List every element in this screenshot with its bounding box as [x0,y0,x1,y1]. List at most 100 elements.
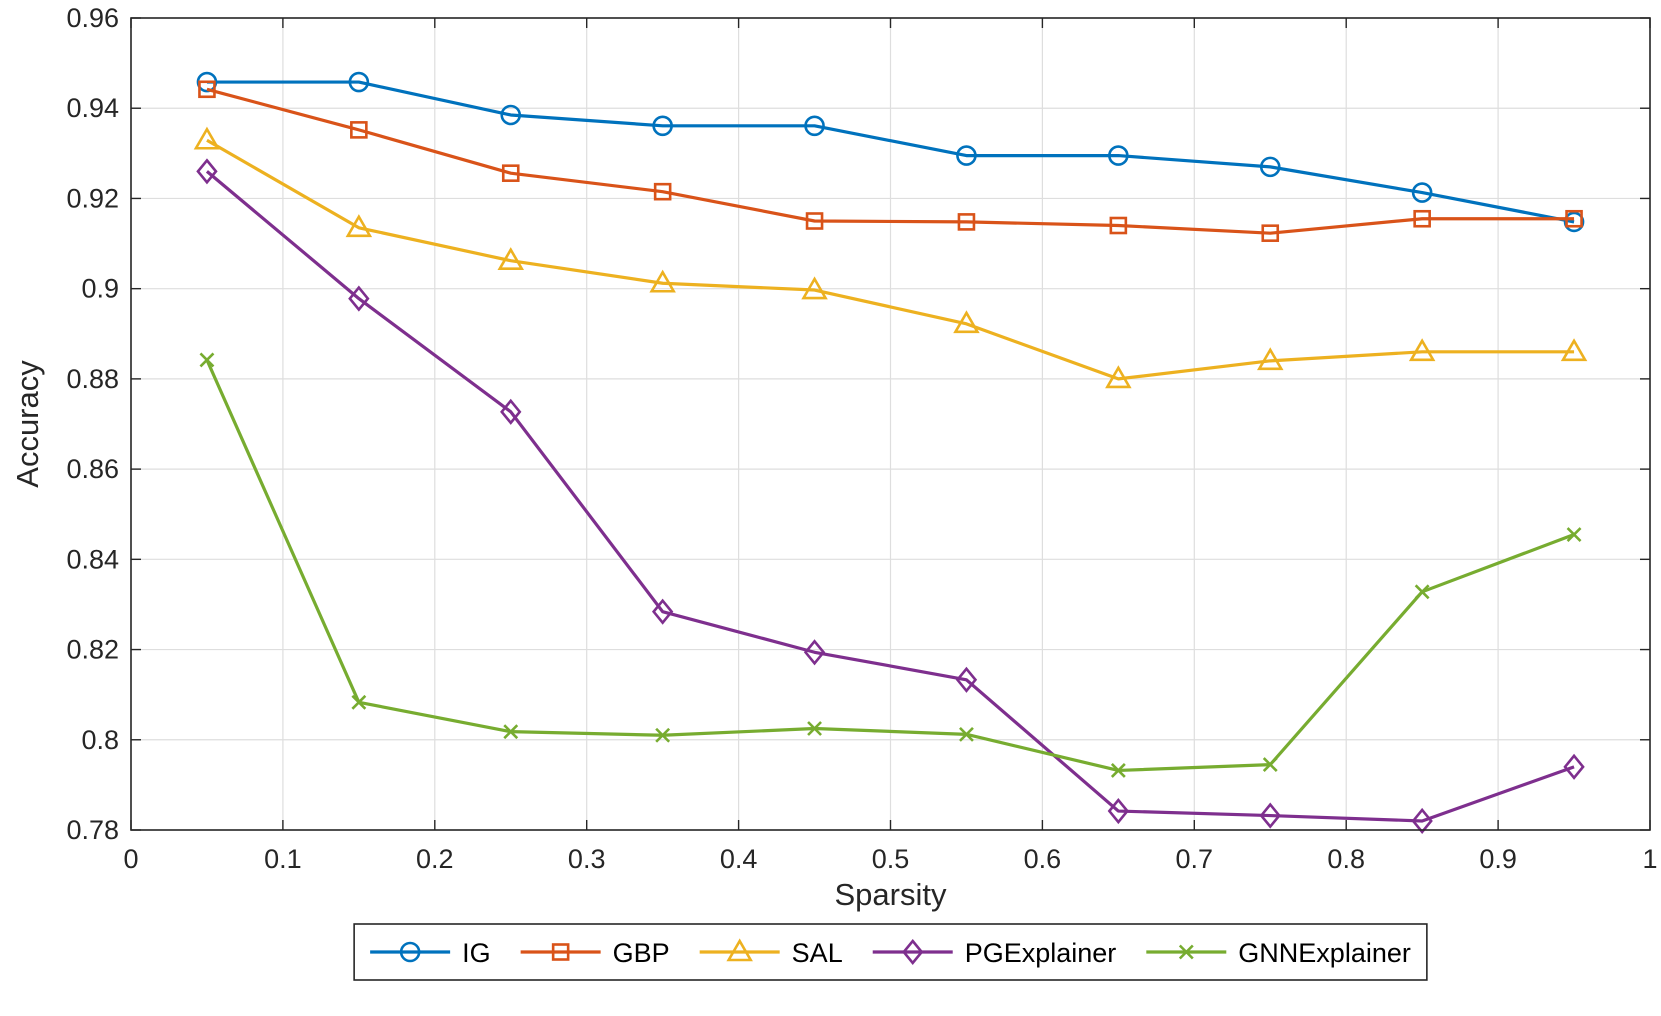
data-point-pgexplainer [803,639,826,666]
data-point-ig [196,71,218,93]
data-point-pgexplainer [1563,753,1585,780]
x-tick-label: 0.4 [720,844,758,874]
data-point-gbp [805,212,824,230]
data-point-ig [1411,182,1433,203]
data-point-pgexplainer [196,158,218,185]
data-point-gbp [1565,209,1583,228]
data-point-pgexplainer [1107,798,1130,825]
data-point-gnnexplainer [503,724,519,740]
data-point-ig [1259,156,1281,178]
data-point-gbp [957,213,976,231]
data-point-gnnexplainer [959,726,974,742]
y-tick-label: 0.9 [81,274,119,304]
y-tick-label: 0.94 [66,93,119,123]
data-point-gnnexplainer [655,727,671,743]
legend-item-gnnexplainer: GNNExplainer [1146,938,1411,968]
data-point-gbp [1261,224,1280,242]
legend: IG GBP SAL PGExplainer GNNExplainer [353,923,1428,981]
y-tick-label: 0.92 [66,183,119,213]
data-point-ig [1563,211,1585,233]
data-point-pgexplainer [500,398,522,425]
y-tick-label: 0.82 [66,635,119,665]
series-line-gbp [206,87,1575,235]
data-point-gnnexplainer [199,352,215,368]
data-point-gbp [653,182,672,201]
data-point-pgexplainer [1259,802,1281,829]
data-point-sal [1105,365,1132,389]
x-tick-label: 0.8 [1327,844,1365,874]
data-point-sal [801,276,828,300]
data-point-ig [1108,145,1129,166]
series-line-sal [206,138,1575,381]
legend-label-ig: IG [462,938,491,968]
legend-marker-sal [726,938,753,962]
legend-label-pgexplainer: PGExplainer [965,938,1117,968]
legend-label-sal: SAL [792,938,843,968]
x-tick-label: 0.9 [1479,844,1517,874]
data-point-sal [1408,338,1436,362]
series-gbp [198,80,1583,242]
x-axis-tick-labels: 0 0.1 0.2 0.3 0.4 0.5 0.6 0.7 0.8 0.9 1 [123,844,1657,874]
legend-marker-ig [399,941,421,963]
data-point-gnnexplainer [1414,584,1430,600]
axis-ticks [130,17,1651,831]
series-gnnexplainer [199,352,1582,778]
legend-marker-gnnexplainer [1178,944,1194,960]
x-tick-label: 0.6 [1024,844,1062,874]
data-point-pgexplainer [348,285,370,312]
series-line-pgexplainer [205,170,1575,823]
x-tick-label: 0.7 [1176,844,1214,874]
data-point-sal [953,310,980,334]
x-tick-label: 1 [1642,844,1657,874]
legend-label-gbp: GBP [613,938,670,968]
data-point-ig [500,104,522,126]
plot-area [130,17,1651,835]
data-point-gbp [501,164,520,182]
data-point-gnnexplainer [351,694,367,710]
data-point-ig [348,71,370,93]
legend-item-pgexplainer: PGExplainer [872,938,1117,968]
y-tick-label: 0.86 [66,454,119,484]
data-point-sal [193,126,221,150]
data-point-ig [956,145,977,166]
legend-item-sal: SAL [699,938,843,968]
data-point-pgexplainer [651,598,674,625]
legend-label-gnnexplainer: GNNExplainer [1238,938,1411,968]
data-point-sal [345,214,373,238]
data-point-pgexplainer [955,666,978,693]
y-tick-label: 0.88 [66,364,119,394]
series-line-ig [206,80,1575,224]
x-tick-label: 0.1 [264,844,302,874]
data-point-gnnexplainer [1566,527,1582,542]
y-tick-label: 0.78 [66,815,119,845]
data-point-ig [652,115,673,137]
data-point-sal [1256,347,1284,371]
x-tick-label: 0.5 [872,844,910,874]
data-point-gbp [1109,216,1128,235]
y-tick-label: 0.84 [66,544,119,574]
data-point-sal [649,269,676,293]
data-point-gbp [350,121,368,139]
data-point-gnnexplainer [807,721,822,736]
series-sal [193,126,1588,389]
x-tick-label: 0.3 [568,844,606,874]
x-tick-label: 0.2 [416,844,454,874]
y-axis-tick-labels: 0.78 0.8 0.82 0.84 0.86 0.88 0.9 0.92 0.94 0.96 [66,3,119,845]
data-point-pgexplainer [1411,807,1433,835]
x-axis-title: Sparsity [835,877,947,912]
y-tick-label: 0.96 [66,3,119,33]
data-point-sal [1560,338,1588,362]
data-point-gbp [1413,209,1431,228]
data-point-gnnexplainer [1262,757,1278,773]
data-point-gnnexplainer [1110,763,1126,778]
legend-marker-gbp [551,943,570,961]
y-axis-title: Accuracy [10,360,45,488]
data-point-ig [804,115,825,137]
series-layer [193,71,1588,835]
series-pgexplainer [196,158,1585,835]
legend-marker-pgexplainer [902,938,924,966]
data-point-gbp [198,80,216,99]
series-line-gnnexplainer [205,359,1575,773]
legend-item-ig: IG [370,938,491,968]
series-ig [196,71,1585,233]
